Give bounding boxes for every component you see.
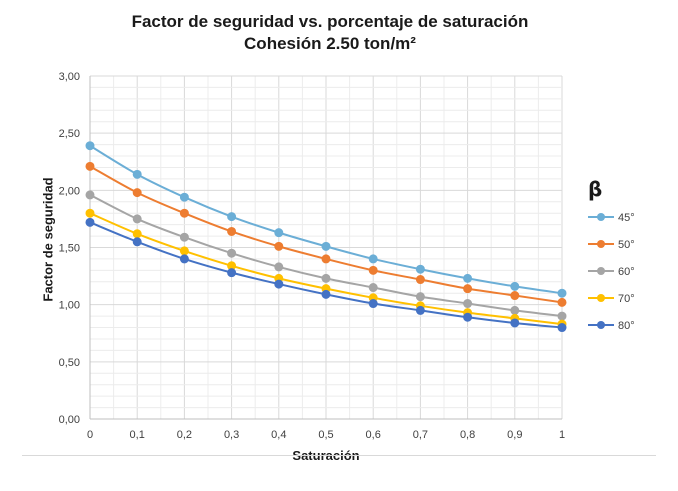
data-point	[368, 299, 378, 309]
y-tick-label: 1,00	[59, 300, 80, 312]
data-point	[510, 305, 520, 315]
legend-marker	[597, 294, 605, 302]
data-point	[463, 312, 473, 322]
data-point	[557, 288, 567, 298]
data-point	[321, 254, 331, 264]
data-point	[557, 311, 567, 321]
data-point	[179, 192, 189, 202]
legend-marker	[597, 213, 605, 221]
y-tick-label: 0,50	[59, 357, 80, 369]
y-tick-label: 0,00	[59, 414, 80, 426]
data-point	[557, 323, 567, 333]
data-point	[463, 273, 473, 283]
data-point	[132, 229, 142, 239]
x-tick-label: 0,9	[507, 429, 522, 441]
x-tick-label: 0,7	[413, 429, 428, 441]
data-point	[227, 212, 237, 222]
data-point	[227, 268, 237, 278]
x-tick-label: 0,4	[271, 429, 286, 441]
x-tick-label: 0,1	[130, 429, 145, 441]
x-tick-label: 0,8	[460, 429, 475, 441]
legend-label: 60°	[618, 266, 635, 278]
legend-label: 50°	[618, 239, 635, 251]
x-tick-label: 0,6	[366, 429, 381, 441]
data-point	[463, 299, 473, 309]
data-point	[274, 279, 284, 289]
data-point	[415, 275, 425, 285]
x-tick-label: 0,3	[224, 429, 239, 441]
data-point	[415, 264, 425, 274]
x-tick-label: 1	[559, 429, 565, 441]
data-point	[227, 226, 237, 236]
data-point	[227, 248, 237, 258]
y-tick-label: 1,50	[59, 243, 80, 255]
data-point	[321, 273, 331, 283]
data-point	[321, 289, 331, 299]
y-tick-label: 2,00	[59, 185, 80, 197]
legend-marker	[597, 321, 605, 329]
data-point	[463, 284, 473, 294]
data-point	[415, 292, 425, 302]
data-point	[85, 141, 95, 151]
data-point	[179, 208, 189, 218]
data-point	[274, 241, 284, 251]
legend-marker	[597, 240, 605, 248]
y-tick-label: 2,50	[59, 128, 80, 140]
data-point	[321, 241, 331, 251]
data-point	[510, 281, 520, 291]
legend-label: 70°	[618, 293, 635, 305]
data-point	[274, 228, 284, 238]
data-point	[132, 169, 142, 179]
data-point	[415, 305, 425, 315]
data-point	[85, 217, 95, 227]
data-point	[368, 283, 378, 293]
legend-marker	[597, 267, 605, 275]
data-point	[274, 262, 284, 272]
legend-label: 45°	[618, 212, 635, 224]
data-point	[510, 318, 520, 328]
data-point	[179, 246, 189, 256]
bottom-divider	[22, 455, 656, 456]
data-point	[85, 190, 95, 200]
data-point	[132, 237, 142, 247]
data-point	[368, 254, 378, 264]
x-tick-label: 0,5	[318, 429, 333, 441]
data-point	[179, 254, 189, 264]
legend-title: β	[588, 177, 603, 201]
x-tick-label: 0,2	[177, 429, 192, 441]
data-point	[85, 161, 95, 171]
legend-label: 80°	[618, 320, 635, 332]
data-point	[368, 265, 378, 275]
data-point	[557, 297, 567, 307]
data-point	[85, 208, 95, 218]
chart-subtitle: Cohesión 2.50 ton/m²	[244, 34, 416, 53]
data-point	[132, 188, 142, 198]
data-point	[179, 232, 189, 242]
data-point	[510, 291, 520, 301]
chart-title: Factor de seguridad vs. porcentaje de sa…	[131, 12, 529, 31]
x-tick-label: 0	[87, 429, 93, 441]
y-tick-label: 3,00	[59, 71, 80, 83]
data-point	[132, 214, 142, 224]
